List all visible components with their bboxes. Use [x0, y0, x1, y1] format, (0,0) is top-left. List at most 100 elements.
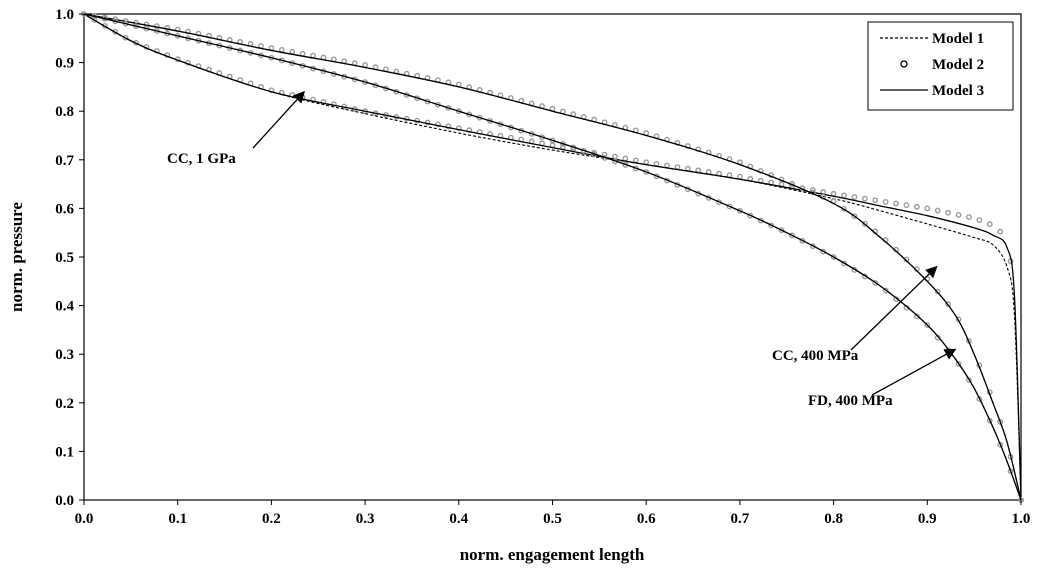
model2-point [643, 169, 650, 175]
x-tick-label: 0.8 [824, 511, 843, 527]
model1-line [83, 13, 1022, 501]
x-axis-label: norm. engagement length [460, 545, 645, 564]
model2-point [278, 47, 285, 53]
model2-point [851, 213, 858, 220]
model2-point [851, 194, 858, 200]
x-tick-label: 0.4 [449, 511, 468, 527]
model1-line [83, 13, 1022, 501]
x-tick-label: 0.9 [918, 511, 937, 527]
y-tick-label: 0.4 [55, 299, 74, 315]
y-tick-label: 0.3 [55, 347, 74, 363]
model2-point [726, 203, 733, 210]
model2-point [976, 217, 983, 224]
model2-point [934, 207, 941, 214]
model2-point [445, 123, 452, 130]
model2-point [924, 322, 931, 328]
model2-point [101, 22, 108, 29]
model2-point [861, 220, 868, 227]
model2-point [799, 237, 806, 244]
series-group [81, 11, 1024, 503]
y-axis-label: norm. pressure [7, 202, 26, 312]
model2-point [664, 162, 670, 169]
model2-point [612, 153, 618, 160]
model2-point [934, 288, 941, 295]
model2-point [185, 28, 192, 35]
model2-point [164, 24, 171, 31]
model2-point [778, 227, 785, 234]
x-tick-label: 0.1 [168, 511, 187, 527]
legend-model1-label: Model 1 [932, 31, 984, 47]
model2-point [913, 313, 920, 320]
model2-point [861, 195, 868, 202]
model2-point [966, 214, 972, 220]
model2-point [112, 28, 119, 35]
model2-point [913, 203, 920, 210]
series-group [81, 11, 1024, 503]
model2-point [435, 121, 441, 128]
model1-line [83, 13, 1022, 501]
model2-point [820, 248, 827, 255]
model2-point [653, 160, 660, 167]
annotation-label: CC, 1 GPa [167, 151, 236, 167]
model2-point [997, 418, 1004, 425]
model2-point [872, 197, 879, 204]
y-tick-label: 0.1 [55, 444, 74, 460]
model2-point [841, 260, 847, 267]
model2-point [945, 209, 952, 216]
model2-point [903, 202, 910, 209]
model2-point [1007, 468, 1014, 475]
x-tick-label: 0.5 [543, 511, 562, 527]
x-tick-label: 0.2 [262, 511, 281, 527]
y-tick-label: 0.2 [55, 396, 74, 412]
model2-point [997, 228, 1004, 235]
annotation-label: FD, 400 MPa [808, 393, 893, 409]
model2-point [966, 377, 972, 384]
model2-point [455, 125, 462, 132]
legend-model2-label: Model 2 [932, 57, 984, 73]
y-tick-label: 0.0 [55, 493, 74, 509]
model2-point [986, 221, 993, 228]
annotation-label: CC, 400 MPa [772, 348, 859, 364]
model2-point [882, 287, 889, 294]
model2-point [830, 254, 837, 260]
annotation-layer: CC, 1 GPa CC, 400 MPa FD, 400 MPa [167, 90, 957, 409]
legend-box [867, 21, 1014, 111]
model2-point [789, 232, 795, 239]
y-tick-label: 0.7 [55, 153, 74, 169]
annotation-arrow [850, 265, 938, 351]
model2-point [737, 207, 743, 214]
y-tick-label: 0.8 [55, 104, 74, 120]
series-group [81, 11, 1024, 503]
model2-point [289, 48, 296, 55]
model2-point [122, 34, 129, 41]
y-tick-label: 1.0 [55, 7, 74, 23]
model2-point [893, 200, 899, 207]
y-tick-label: 0.9 [55, 56, 74, 72]
model2-point [268, 87, 275, 94]
model2-point [924, 205, 931, 212]
legend-model3-label: Model 3 [932, 83, 984, 99]
model2-point [955, 361, 962, 367]
annotation-arrow [871, 348, 957, 396]
model2-point [986, 417, 993, 424]
model2-point [455, 108, 462, 115]
model2-point [841, 192, 847, 199]
model2-point [882, 199, 889, 205]
ticks-layer: 0.0 0.1 0.2 0.3 0.4 0.5 0.6 0.7 0.8 0.9 1.0 0.0 0.1 0… [55, 7, 1030, 527]
model2-point [174, 26, 181, 33]
series-layer [81, 11, 1024, 503]
x-tick-label: 0.7 [731, 511, 750, 527]
x-tick-label: 0.0 [75, 511, 94, 527]
y-tick-label: 0.5 [55, 250, 74, 266]
y-tick-label: 0.6 [55, 201, 74, 217]
model2-point [872, 280, 879, 286]
legend: Model 1 Model 2 Model 3 [867, 21, 1014, 111]
x-tick-label: 0.3 [356, 511, 375, 527]
model2-point [809, 243, 816, 250]
legend-model2-swatch [900, 60, 908, 68]
annotation-arrow [252, 90, 305, 149]
model2-point [632, 157, 639, 164]
x-tick-label: 0.6 [637, 511, 656, 527]
model2-point [299, 50, 306, 57]
